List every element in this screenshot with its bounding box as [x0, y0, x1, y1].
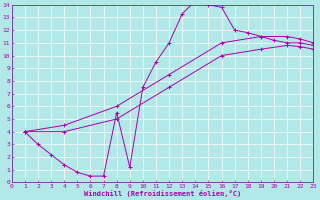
- X-axis label: Windchill (Refroidissement éolien,°C): Windchill (Refroidissement éolien,°C): [84, 190, 241, 197]
